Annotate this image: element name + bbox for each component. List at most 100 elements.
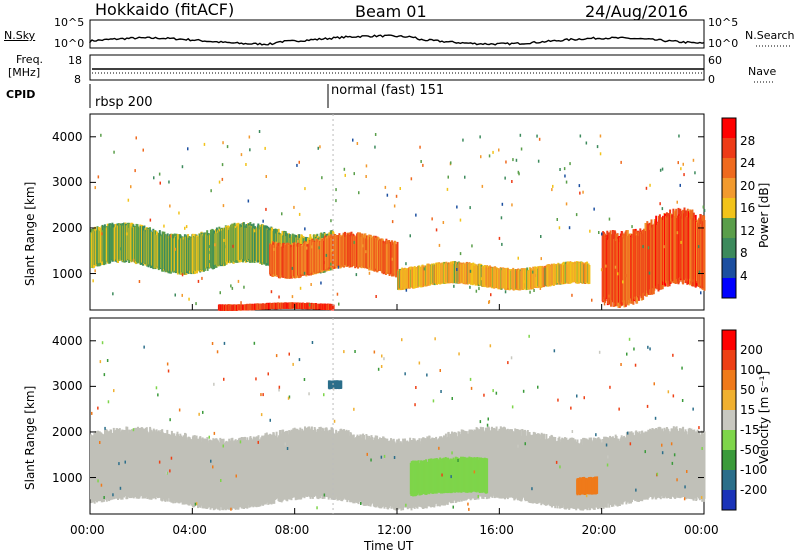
power-colorbar-tick: 8: [740, 246, 748, 260]
velocity-scatter-cell: [557, 398, 559, 402]
velocity-scatter-cell: [222, 444, 224, 448]
power-scatter-cell: [653, 285, 656, 289]
velocity-scatter-cell: [583, 396, 585, 400]
velocity-scatter-cell: [194, 502, 197, 506]
power-scatter-cell: [551, 188, 553, 192]
noise-line: [89, 34, 705, 46]
velocity-scatter-cell: [239, 440, 242, 444]
power-scatter-cell: [258, 130, 261, 133]
nsearch-label: N.Search: [745, 29, 795, 42]
velocity-scatter-cell: [607, 455, 609, 459]
velocity-colorbar-tick: 200: [740, 343, 763, 357]
noise-panel-frame: [89, 19, 705, 49]
power-scatter-cell: [614, 265, 617, 269]
power-scatter-cell: [540, 235, 542, 238]
velocity-scatter-cell: [667, 390, 670, 394]
power-colorbar-tick: 4: [740, 268, 748, 283]
power-scatter-cell: [208, 260, 211, 264]
power-scatter-cell: [331, 249, 333, 252]
velocity-scatter-cell: [492, 389, 494, 393]
power-scatter-cell: [273, 247, 275, 251]
power-scatter-cell: [565, 202, 568, 206]
power-scatter-cell: [456, 268, 458, 271]
nave-tick-high: 60: [708, 54, 722, 67]
power-colorbar-tick: 28: [740, 133, 756, 148]
power-scatter-cell: [405, 288, 408, 292]
power-scatter-cell: [132, 258, 135, 262]
velocity-scatter-cell: [486, 423, 489, 427]
power-scatter-cell: [318, 246, 320, 250]
power-scatter-cell: [249, 148, 251, 152]
power-scatter-cell: [450, 161, 452, 165]
velocity-colorbar-tick: -100: [740, 463, 768, 477]
velocity-scatter-cell: [377, 367, 380, 371]
freq-tick-low: 8: [74, 73, 81, 86]
velocity-scatter-cell: [522, 389, 525, 393]
power-scatter-cell: [571, 293, 573, 297]
power-echo-cell: [703, 220, 706, 291]
power-scatter-cell: [338, 302, 340, 306]
colorbar-frame: [721, 329, 737, 511]
power-scatter-cell: [181, 165, 184, 169]
power-scatter-cell: [511, 180, 513, 183]
power-scatter-cell: [214, 243, 216, 247]
power-echo-cell: [588, 265, 591, 284]
power-scatter-cell: [661, 167, 664, 171]
velocity-scatter-cell: [656, 472, 659, 476]
power-scatter-cell: [223, 245, 226, 249]
power-scatter-cell: [365, 164, 368, 168]
power-scatter-cell: [601, 232, 603, 236]
power-colorbar-tick: 24: [740, 156, 756, 170]
velocity-scatter-cell: [223, 377, 225, 381]
power-scatter-cell: [253, 229, 256, 233]
velocity-scatter-cell: [635, 488, 637, 492]
power-scatter-cell: [262, 219, 264, 223]
velocity-scatter-cell: [316, 506, 318, 510]
velocity-scatter-cell: [507, 361, 509, 365]
power-scatter-cell: [317, 146, 319, 150]
velocity-echoes: [90, 334, 706, 511]
power-scatter-cell: [490, 293, 492, 297]
velocity-scatter-cell: [626, 352, 628, 356]
power-scatter-cell: [552, 184, 554, 188]
power-scatter-cell: [410, 177, 413, 181]
power-scatter-cell: [231, 286, 234, 290]
velocity-scatter-cell: [457, 459, 459, 462]
power-y-tick-label: 1000: [52, 266, 83, 281]
power-scatter-cell: [697, 245, 700, 249]
velocity-scatter-cell: [178, 408, 181, 412]
power-scatter-cell: [100, 133, 102, 137]
x-tick-label: 20:00: [581, 523, 617, 537]
velocity-y-tick-label: 3000: [52, 379, 83, 394]
power-scatter-cell: [564, 174, 566, 178]
velocity-scatter-cell: [647, 345, 649, 349]
power-scatter-cell: [569, 162, 571, 166]
power-scatter-cell: [149, 218, 152, 222]
velocity-scatter-cell: [401, 338, 403, 342]
power-scatter-cell: [582, 190, 584, 194]
power-scatter-cell: [222, 141, 224, 145]
colorbar-swatch: [722, 410, 736, 430]
velocity-echo-cell: [340, 380, 343, 389]
power-scatter-cell: [230, 284, 232, 288]
power-scatter-cell: [226, 145, 229, 149]
power-scatter-cell: [647, 246, 650, 250]
power-scatter-cell: [94, 269, 96, 273]
power-scatter-cell: [352, 138, 354, 142]
power-scatter-cell: [210, 189, 212, 193]
velocity-scatter-cell: [661, 451, 664, 455]
velocity-scatter-cell: [323, 393, 325, 397]
power-scatter-cell: [335, 188, 337, 192]
power-echo-cell: [332, 304, 335, 310]
power-scatter-cell: [469, 285, 471, 289]
power-scatter-cell: [356, 142, 359, 145]
velocity-scatter-cell: [441, 473, 443, 477]
power-scatter-cell: [336, 292, 339, 296]
velocity-scatter-cell: [661, 443, 663, 447]
power-scatter-cell: [501, 202, 504, 206]
power-scatter-cell: [142, 148, 144, 152]
velocity-scatter-cell: [103, 496, 105, 499]
velocity-scatter-cell: [169, 418, 171, 422]
velocity-scatter-cell: [284, 442, 286, 446]
x-tick-label: 00:00: [684, 523, 719, 537]
